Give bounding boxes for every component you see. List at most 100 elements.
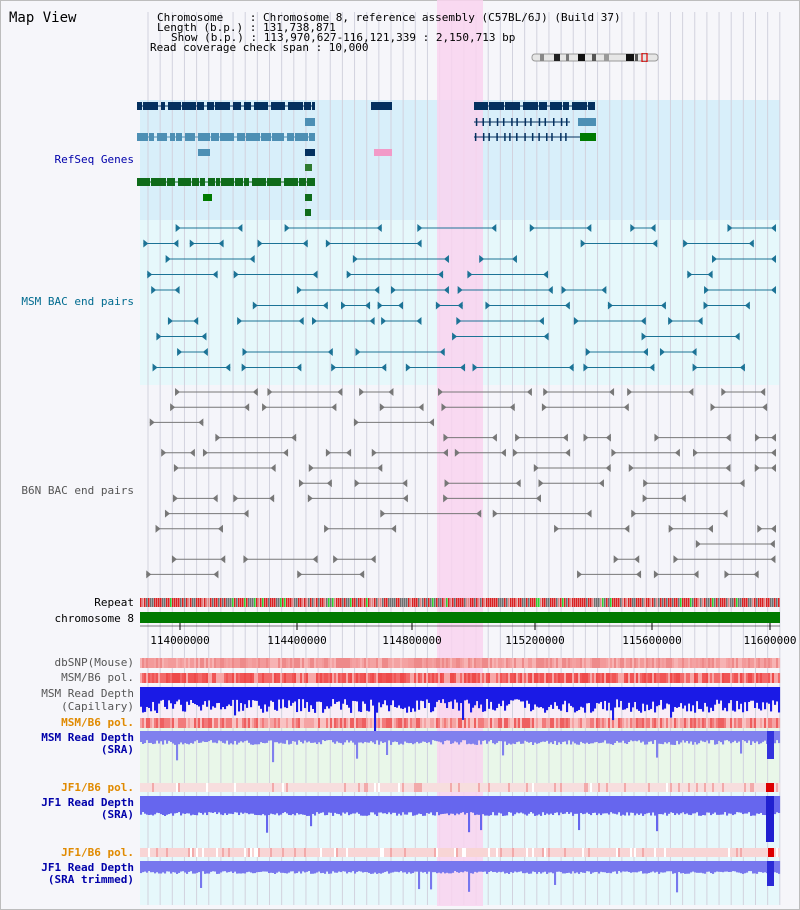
dbsnp-cell: [366, 658, 369, 668]
jf1-b6-pol-cell: [658, 848, 661, 857]
jf1-sra-depth-bar: [338, 796, 341, 815]
track-label-jf1-b6-pol-2[interactable]: JF1/B6 pol.: [61, 846, 134, 859]
dbsnp-cell: [648, 658, 651, 668]
jf1-sra-depth-bar: [492, 796, 495, 813]
msm-b6-pol-cell: [370, 673, 373, 683]
track-label-b6n-bac[interactable]: B6N BAC end pairs: [21, 484, 134, 497]
b6n-bac-pair-end: [543, 388, 549, 396]
msm-bac-pair-end: [416, 317, 422, 325]
msm-sra-depth-bar: [258, 731, 261, 745]
jf1-b6-pol-cell: [230, 848, 233, 857]
repeat-element: [778, 598, 780, 607]
msm-capillary-depth-bar: [266, 687, 269, 712]
msm-b6-pol-cell: [286, 718, 289, 728]
msm-capillary-depth-bar: [184, 687, 187, 712]
dbsnp-cell: [600, 658, 603, 668]
repeat-element: [728, 598, 730, 607]
jf1-b6-pol-cell: [170, 783, 173, 792]
jf1-sra-depth-bar: [164, 796, 167, 816]
track-label-jf1-b6-pol[interactable]: JF1/B6 pol.: [61, 781, 134, 794]
b6n-bac-pair-end: [760, 388, 766, 396]
repeat-element: [150, 598, 152, 607]
gene-exon: [252, 178, 266, 186]
dbsnp-cell: [182, 658, 185, 668]
repeat-element: [314, 598, 316, 607]
msm-sra-depth-bar: [246, 731, 249, 741]
track-label-chromosome[interactable]: chromosome 8: [54, 612, 134, 625]
msm-b6-pol-cell: [700, 673, 703, 683]
msm-b6-pol-cell: [336, 718, 339, 728]
msm-capillary-depth-bar: [608, 687, 611, 703]
jf1-b6-pol-cell: [418, 848, 421, 857]
repeat-element: [478, 598, 480, 607]
dbsnp-cell: [198, 658, 201, 668]
dbsnp-cell: [754, 658, 757, 668]
repeat-element: [512, 598, 514, 607]
jf1-b6-pol-cell: [506, 783, 509, 792]
jf1-sra-depth-bar: [422, 796, 425, 816]
msm-b6-pol-cell: [320, 673, 323, 683]
jf1-sra-depth-bar: [600, 796, 603, 816]
dbsnp-cell: [532, 658, 535, 668]
dbsnp-cell: [282, 658, 285, 668]
dbsnp-cell: [594, 658, 597, 668]
dbsnp-cell: [362, 658, 365, 668]
jf1-trimmed-depth-bar: [196, 861, 199, 873]
msm-capillary-depth-bar: [386, 687, 389, 706]
msm-sra-depth-bar: [196, 731, 199, 741]
msm-b6-pol-cell: [202, 718, 205, 728]
axis-tick-label: 114000000: [150, 634, 210, 647]
track-label-jf1-depth-trimmed[interactable]: JF1 Read Depth: [41, 861, 134, 874]
msm-sra-depth-bar: [502, 731, 505, 756]
msm-sra-depth-bar: [474, 731, 477, 745]
msm-b6-pol-cell: [614, 718, 617, 728]
refseq-gene: [578, 118, 596, 126]
jf1-sra-depth-bar: [736, 796, 739, 813]
track-label-refseq[interactable]: RefSeq Genes: [54, 153, 134, 166]
jf1-trimmed-depth-bar: [342, 861, 345, 872]
msm-sra-depth-bar: [736, 731, 739, 743]
dbsnp-cell: [160, 658, 163, 668]
track-label-msm-b6-pol-2[interactable]: MSM/B6 pol.: [61, 716, 134, 729]
dbsnp-cell: [388, 658, 391, 668]
msm-capillary-depth-bar: [406, 687, 409, 713]
jf1-b6-pol-cell: [748, 783, 751, 792]
jf1-trimmed-depth-bar: [434, 861, 437, 873]
repeat-element: [422, 598, 424, 607]
track-label-jf1-depth-sra[interactable]: JF1 Read Depth: [41, 796, 134, 809]
dbsnp-cell: [146, 658, 149, 668]
msm-b6-pol-cell: [354, 673, 357, 683]
track-label-repeat[interactable]: Repeat: [94, 596, 134, 609]
msm-capillary-depth-bar: [342, 687, 345, 704]
msm-sra-depth-bar: [488, 731, 491, 742]
msm-b6-pol-cell: [666, 718, 669, 728]
b6n-bac-pair-end: [695, 540, 701, 548]
track-label-msm-bac[interactable]: MSM BAC end pairs: [21, 295, 134, 308]
jf1-b6-pol-cell: [384, 848, 387, 857]
b6n-bac-pair-end: [346, 448, 352, 457]
refseq-exon: [474, 133, 477, 141]
track-label-msm-b6-pol[interactable]: MSM/B6 pol.: [61, 671, 134, 684]
b6n-bac-pair-end: [189, 448, 195, 457]
jf1-trimmed-depth-bar: [634, 861, 637, 873]
track-label-dbsnp[interactable]: dbSNP(Mouse): [54, 656, 134, 669]
jf1-b6-pol-cell: [590, 848, 593, 857]
chromosome-ideogram[interactable]: [530, 53, 660, 62]
track-label-msm-depth-sra[interactable]: MSM Read Depth: [41, 731, 134, 744]
gene-exon: [157, 133, 167, 141]
msm-b6-pol-cell: [756, 718, 759, 728]
dbsnp-cell: [416, 658, 419, 668]
track-label-msm-depth-capillary[interactable]: MSM Read Depth: [41, 687, 134, 700]
msm-capillary-depth-bar: [650, 687, 653, 709]
jf1-b6-pol-cell: [526, 783, 529, 792]
refseq-exon: [565, 133, 567, 141]
jf1-b6-pol-cell: [742, 848, 745, 857]
jf1-trimmed-depth-bar: [694, 861, 697, 873]
repeat-element: [356, 598, 358, 607]
msm-capillary-depth-bar: [596, 687, 599, 704]
msm-capillary-depth-bar: [284, 687, 287, 708]
b6n-bac-pair-end: [442, 448, 448, 457]
jf1-b6-pol-cell: [166, 848, 169, 857]
msm-b6-pol-cell: [158, 673, 161, 683]
